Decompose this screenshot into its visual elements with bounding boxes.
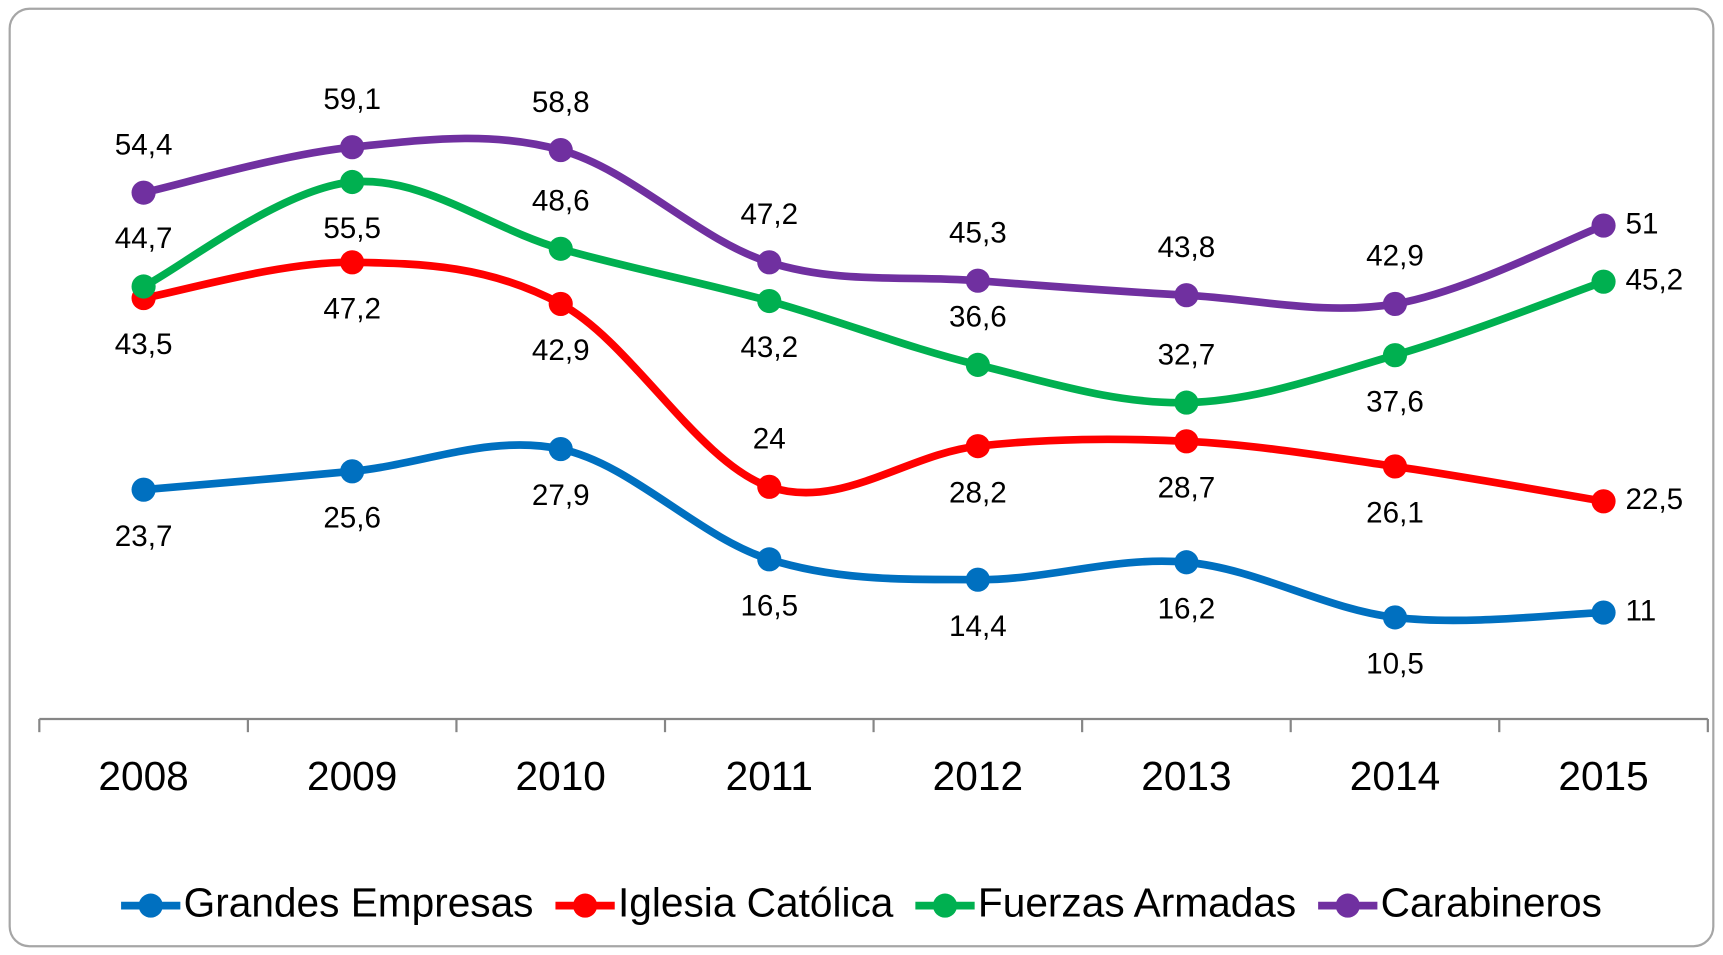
data-label: 55,5 [323, 212, 381, 245]
data-label: 47,2 [740, 198, 798, 231]
data-label: 14,4 [949, 610, 1007, 643]
series-line [139, 177, 1608, 407]
data-point [1174, 283, 1199, 308]
chart-border [8, 7, 1715, 948]
data-point [757, 288, 782, 314]
data-label: 45,3 [949, 216, 1007, 249]
data-point [1174, 429, 1199, 454]
data-label: 58,8 [532, 86, 590, 119]
data-point [1382, 343, 1408, 368]
data-label: 27,9 [532, 479, 590, 512]
data-point [757, 547, 782, 572]
legend-label: Fuerzas Armadas [978, 879, 1296, 925]
x-tick-label: 2011 [726, 753, 813, 799]
data-label: 48,6 [532, 184, 590, 217]
data-point [131, 180, 156, 205]
x-tick-label: 2013 [1141, 753, 1231, 799]
series-line [139, 258, 1608, 506]
data-label: 47,2 [323, 292, 381, 325]
data-point [340, 135, 365, 160]
data-label: 36,6 [949, 301, 1007, 334]
data-point [965, 434, 990, 459]
legend-label: Iglesia Católica [618, 879, 894, 925]
data-label: 51 [1626, 207, 1659, 240]
data-point [965, 352, 990, 377]
legend-marker [1335, 893, 1360, 918]
data-point [965, 567, 990, 592]
data-label: 23,7 [115, 520, 173, 553]
data-point [1591, 269, 1616, 294]
data-point [1591, 600, 1616, 625]
data-label: 42,9 [532, 334, 590, 367]
data-label: 28,7 [1158, 471, 1216, 504]
data-point [1382, 291, 1408, 316]
legend-marker [138, 893, 163, 918]
data-label: 32,7 [1158, 338, 1216, 371]
x-tick-label: 2008 [98, 753, 188, 799]
x-tick-label: 2009 [307, 753, 397, 799]
data-label: 43,8 [1158, 231, 1216, 264]
data-point [340, 250, 365, 275]
x-tick-label: 2014 [1350, 753, 1440, 799]
data-point [548, 436, 573, 462]
data-label: 16,5 [740, 589, 798, 622]
data-label: 10,5 [1366, 648, 1424, 681]
data-point [548, 291, 573, 316]
data-point [1174, 390, 1199, 415]
data-label: 42,9 [1366, 240, 1424, 273]
data-point [1382, 605, 1408, 630]
data-label: 11 [1626, 594, 1657, 627]
data-point [965, 268, 990, 293]
data-point [757, 474, 782, 499]
data-label: 37,6 [1366, 385, 1424, 418]
x-tick-label: 2015 [1558, 753, 1648, 799]
data-label: 43,5 [115, 328, 173, 361]
data-label: 59,1 [323, 83, 381, 116]
x-tick-label: 2010 [516, 753, 606, 799]
data-label: 26,1 [1366, 497, 1424, 530]
legend-marker [573, 893, 598, 918]
data-point [340, 459, 365, 484]
data-label: 16,2 [1158, 592, 1216, 625]
legend-label: Carabineros [1381, 879, 1602, 925]
legend-marker [932, 893, 958, 918]
data-point [1591, 489, 1616, 514]
data-label: 45,2 [1626, 263, 1684, 296]
data-label: 22,5 [1626, 483, 1684, 516]
data-point [1382, 454, 1408, 479]
data-point [340, 169, 365, 195]
series-line [139, 134, 1608, 312]
data-label: 44,7 [115, 222, 173, 255]
data-point [131, 274, 156, 299]
data-label: 25,6 [323, 501, 381, 534]
data-point [1591, 213, 1616, 238]
data-label: 24 [753, 423, 786, 456]
data-label: 54,4 [115, 128, 173, 161]
data-point [757, 250, 782, 275]
data-point [548, 236, 573, 261]
data-label: 43,2 [740, 331, 798, 364]
data-point [1174, 550, 1199, 575]
data-point [548, 138, 573, 163]
legend-label: Grandes Empresas [184, 879, 534, 925]
data-label: 28,2 [949, 476, 1007, 509]
x-tick-label: 2012 [933, 753, 1023, 799]
data-point [131, 477, 156, 502]
series-line [139, 441, 1608, 625]
